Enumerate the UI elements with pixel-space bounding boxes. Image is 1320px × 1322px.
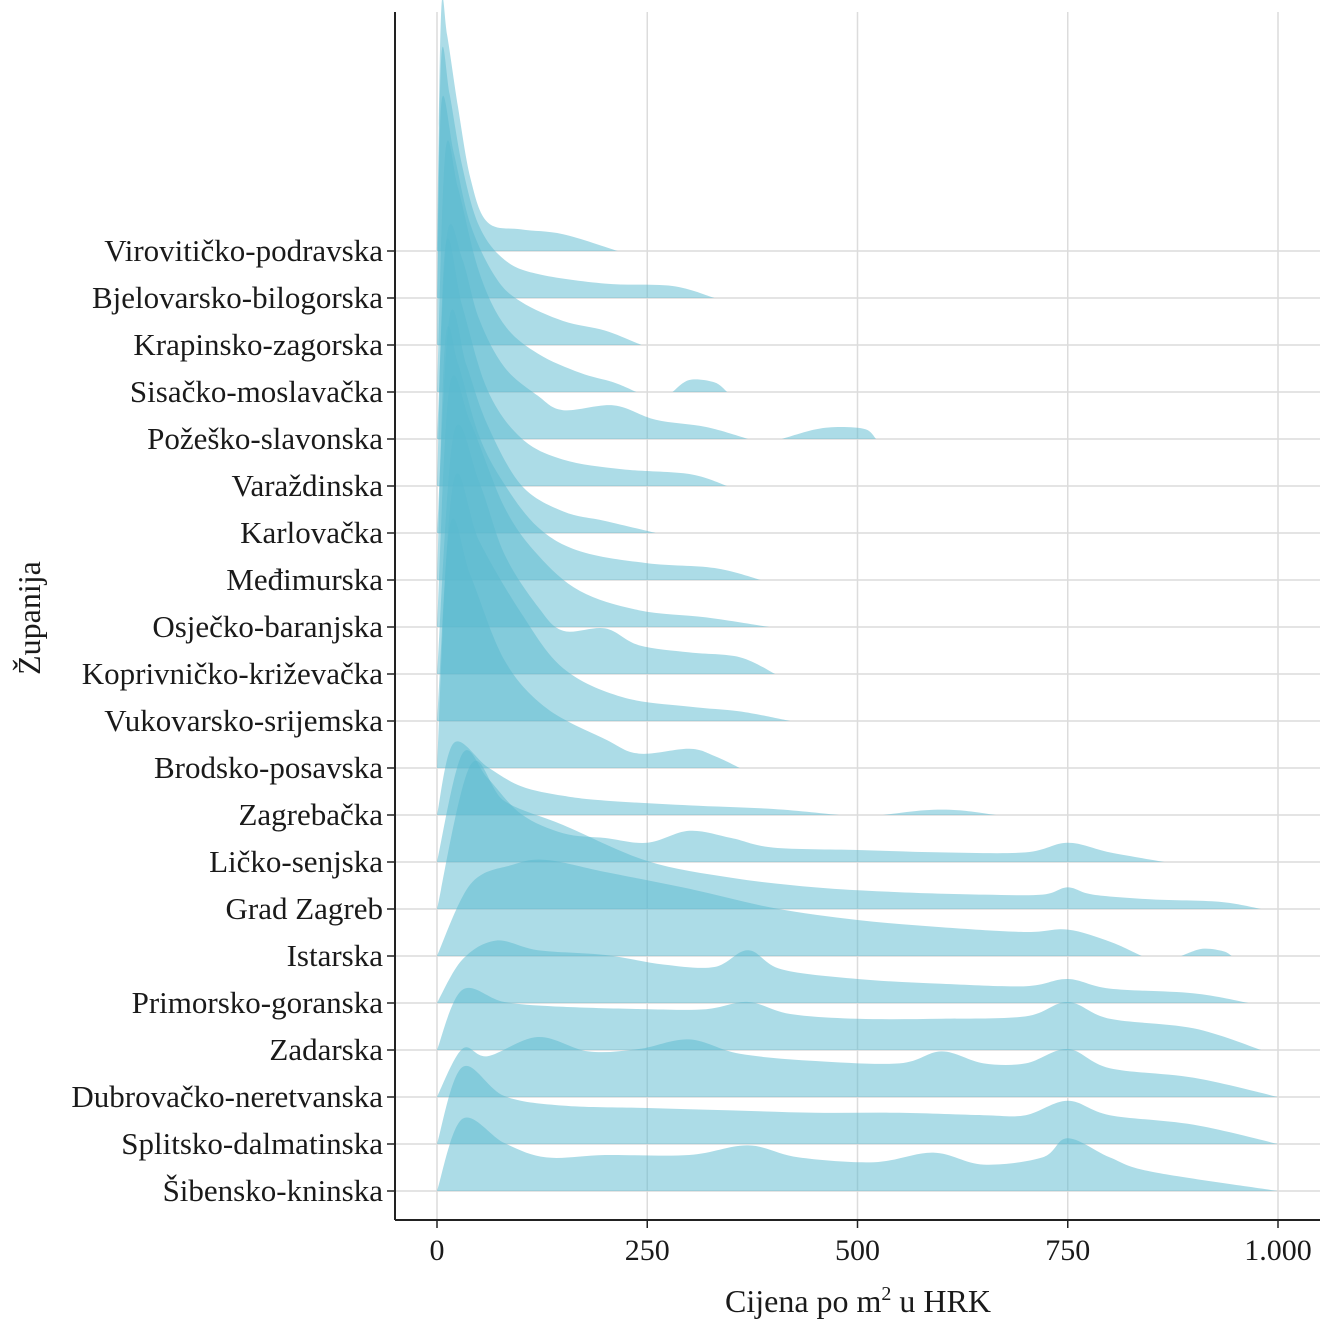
y-tick-labels: Virovitičko-podravska Bjelovarsko-bilogor… [71,233,395,1208]
y-axis-title: Županija [11,561,47,675]
ridge-18-segment-0 [437,1036,1278,1097]
y-tick-label-16: Primorsko-goranska [132,985,384,1020]
ridge-3-segment-0 [437,140,637,392]
ridge-20-segment-0 [437,1117,1278,1191]
y-tick-label-11: Brodsko-posavska [154,750,383,785]
y-tick-label-2: Krapinsko-zagorska [133,327,383,362]
y-tick-label-6: Karlovačka [240,515,383,550]
y-tick-label-15: Istarska [287,938,384,973]
y-tick-label-1: Bjelovarsko-bilogorska [92,280,383,315]
y-tick-label-3: Sisačko-moslavačka [130,374,383,409]
y-tick-label-13: Ličko-senjska [209,844,383,879]
ridge-2-segment-0 [437,95,642,345]
ridge-9-segment-0 [437,424,776,674]
y-tick-label-17: Zadarska [269,1032,383,1067]
ridge-8-segment-0 [437,375,770,627]
y-tick-label-18: Dubrovačko-neretvanska [71,1079,383,1114]
y-tick-label-12: Zagrebačka [238,797,383,832]
y-tick-label-8: Osječko-baranjska [152,609,383,644]
ridge-4-segment-1 [781,427,876,439]
x-tick-label-0: 0 [430,1234,445,1267]
y-tick-label-0: Virovitičko-podravska [104,233,383,268]
ridge-7-segment-0 [437,326,761,580]
ridge-15-segment-1 [1181,948,1232,956]
y-tick-label-4: Požeško-slavonska [147,421,383,456]
ridge-12-segment-0 [437,741,839,815]
ridge-12-segment-1 [882,809,997,815]
y-tick-label-19: Splitsko-dalmatinska [121,1126,383,1161]
y-tick-label-20: Šibensko-kninska [163,1173,384,1208]
ridge-15-segment-0 [437,859,1142,956]
x-tick-labels: 0 250 500 750 1.000 [430,1220,1312,1267]
ridge-11-segment-0 [437,518,740,768]
x-tick-label-3: 750 [1045,1234,1090,1267]
ridge-14-segment-0 [437,760,1262,909]
ridge-16-segment-0 [437,940,1249,1003]
ridge-3-segment-1 [672,379,728,392]
ridge-4-segment-0 [437,224,749,439]
x-tick-label-4: 1.000 [1244,1234,1312,1267]
x-tick-label-2: 500 [835,1234,880,1267]
ridge-17-segment-0 [437,987,1262,1050]
y-tick-label-10: Vukovarsko-srijemska [104,703,383,738]
y-tick-label-9: Koprivničko-križevačka [82,656,383,691]
ridge-10-segment-0 [437,473,791,721]
ridge-areas [437,0,1278,1191]
x-axis-title: Cijena po m2 u HRK [725,1283,991,1319]
ridge-19-segment-0 [437,1065,1278,1144]
y-tick-label-14: Grad Zagreb [226,891,384,926]
x-tick-label-1: 250 [625,1234,670,1267]
y-tick-label-7: Međimurska [226,562,383,597]
y-tick-label-5: Varaždinska [232,468,384,503]
